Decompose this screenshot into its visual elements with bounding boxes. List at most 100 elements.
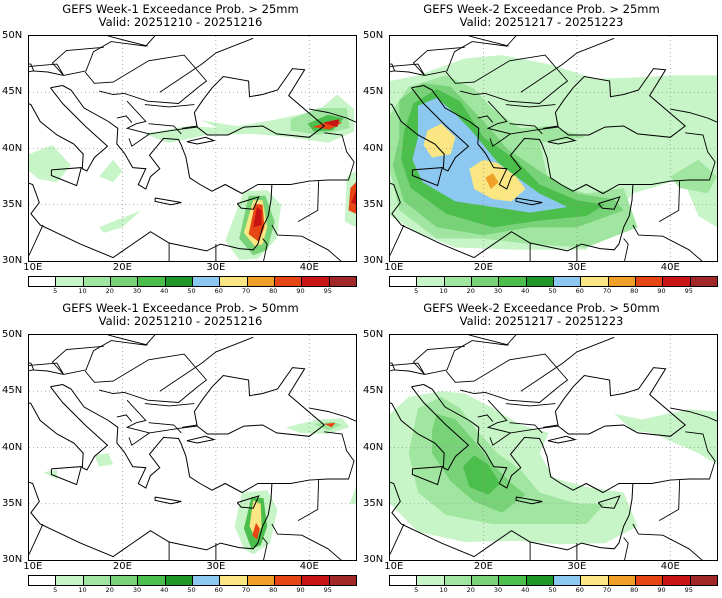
probability-area	[348, 182, 356, 214]
country-border	[390, 345, 465, 375]
latitude-label: 45N	[2, 86, 23, 98]
country-border	[486, 399, 559, 434]
colorbar-segment	[608, 277, 636, 286]
colorbar-tick-label: 50	[187, 287, 196, 295]
country-border	[125, 399, 198, 434]
probability-area	[285, 418, 350, 434]
colorbar-segment	[56, 277, 84, 286]
colorbar-segment	[444, 277, 472, 286]
colorbar-tick-label: 10	[78, 586, 87, 594]
map-panel: GEFS Week-2 Exceedance Prob. > 25mm Valid…	[361, 0, 722, 299]
latitude-label: 35N	[2, 198, 23, 210]
country-border	[424, 36, 517, 76]
country-border	[29, 362, 35, 371]
longitude-label: 40E	[660, 262, 680, 273]
country-border	[98, 385, 200, 403]
colorbar-segment	[581, 576, 609, 585]
colorbar-segment	[635, 576, 664, 585]
coastline	[193, 367, 325, 437]
map-svg	[29, 335, 356, 560]
country-border	[116, 115, 133, 123]
coastline	[597, 196, 621, 210]
colorbar-tick-label: 30	[493, 287, 503, 295]
probability-area	[43, 470, 57, 479]
coastline	[390, 384, 634, 558]
colorbar-segment	[690, 277, 717, 286]
latitude-label: 30N	[2, 255, 23, 266]
country-border	[658, 480, 681, 521]
longitude-label: 20E	[473, 561, 493, 572]
probability-area	[323, 119, 340, 128]
probability-area	[201, 120, 244, 132]
colorbar-tick-label: 90	[296, 287, 305, 295]
colorbar-tick-label: 60	[214, 586, 223, 594]
country-border	[128, 133, 150, 147]
country-border	[670, 108, 717, 123]
colorbar-ticks: 5 10 20 30 40 50 60 70 80 90 95	[389, 288, 716, 298]
latitude-label: 30N	[2, 554, 23, 565]
map-panel: GEFS Week-1 Exceedance Prob. > 25mm Valid…	[0, 0, 361, 299]
colorbar-segment	[690, 576, 717, 585]
colorbar-tick-label: 60	[575, 586, 584, 594]
colorbar-segment	[83, 277, 111, 286]
latitude-label: 40N	[363, 441, 384, 453]
latitude-label: 45N	[363, 385, 384, 397]
colorbar-segment	[247, 277, 275, 286]
colorbar-tick-label: 40	[521, 287, 530, 295]
coastline	[50, 384, 63, 388]
colorbar-segment	[247, 576, 275, 585]
longitude-label: 30E	[206, 262, 226, 273]
colorbar-segment	[499, 576, 527, 585]
colorbar-tick-label: 60	[575, 287, 584, 295]
probability-area	[423, 123, 456, 158]
country-border	[632, 224, 703, 261]
colorbar-segment	[165, 576, 193, 585]
colorbar-segment	[274, 576, 303, 585]
country-border	[445, 353, 569, 386]
colorbar-tick-label: 95	[684, 287, 693, 295]
colorbar-tick-label: 95	[323, 586, 332, 594]
country-border	[271, 224, 342, 261]
latitude-label: 35N	[363, 198, 384, 210]
probability-area	[99, 159, 123, 183]
coastline	[390, 87, 470, 172]
coastline	[411, 466, 443, 486]
panel-valid-dates: Valid: 20251210 - 20251216	[98, 314, 263, 328]
coastline	[390, 386, 470, 471]
country-border	[29, 46, 104, 76]
latitude-label: 50N	[2, 30, 23, 41]
country-border	[144, 403, 195, 407]
coastline	[154, 197, 182, 206]
probability-area	[99, 210, 142, 233]
coastline	[50, 167, 82, 187]
country-border	[632, 132, 716, 185]
probability-area	[485, 173, 499, 189]
colorbar-tick-label: 10	[439, 586, 448, 594]
colorbar-tick-label: 90	[296, 586, 305, 594]
longitude-label: 30E	[206, 561, 226, 572]
colorbar-tick-label: 30	[493, 586, 503, 594]
country-border	[390, 63, 396, 72]
map-panel: GEFS Week-1 Exceedance Prob. > 50mm Valid…	[0, 299, 361, 598]
panel-title: GEFS Week-2 Exceedance Prob. > 50mm	[423, 301, 660, 315]
longitude-label: 10E	[23, 561, 43, 572]
panel-valid-dates: Valid: 20251217 - 20251223	[459, 314, 624, 328]
colorbar-tick-label: 60	[214, 287, 223, 295]
map-svg	[390, 36, 717, 261]
probability-area	[324, 422, 336, 428]
coastline	[411, 167, 443, 187]
probability-area	[614, 409, 717, 465]
colorbar-tick-label: 40	[160, 586, 169, 594]
colorbar-segment	[471, 277, 500, 286]
country-border	[63, 36, 156, 76]
colorbar	[389, 575, 718, 586]
colorbar-tick-label: 70	[602, 287, 612, 295]
colorbar-tick-label: 40	[521, 586, 530, 594]
probability-area	[94, 453, 114, 467]
colorbar-segment	[192, 576, 221, 585]
coastline	[29, 384, 273, 558]
country-border	[29, 70, 64, 76]
colorbar	[389, 276, 718, 287]
country-border	[297, 480, 320, 521]
colorbar-segment	[83, 576, 111, 585]
